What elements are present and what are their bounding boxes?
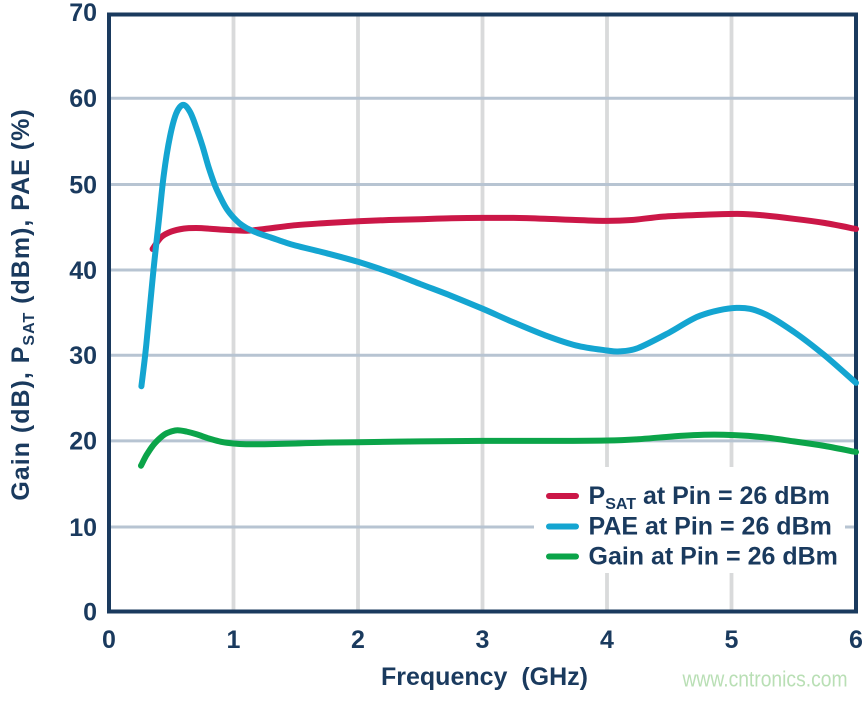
svg-text:Frequency (GHz): Frequency (GHz) bbox=[381, 663, 588, 691]
svg-text:40: 40 bbox=[69, 257, 97, 285]
svg-text:www.cntronics.com: www.cntronics.com bbox=[682, 667, 848, 692]
svg-text:Gain (dB), PSAT (dBm), PAE (%): Gain (dB), PSAT (dBm), PAE (%) bbox=[7, 108, 38, 500]
svg-text:Gain at Pin = 26 dBm: Gain at Pin = 26 dBm bbox=[589, 543, 838, 571]
svg-text:5: 5 bbox=[725, 626, 739, 654]
svg-text:6: 6 bbox=[849, 626, 863, 654]
svg-text:70: 70 bbox=[69, 0, 97, 27]
svg-text:0: 0 bbox=[83, 598, 97, 626]
svg-text:1: 1 bbox=[227, 626, 241, 654]
svg-text:4: 4 bbox=[600, 626, 614, 654]
svg-text:30: 30 bbox=[69, 342, 97, 370]
svg-text:3: 3 bbox=[476, 626, 490, 654]
svg-text:2: 2 bbox=[351, 626, 365, 654]
svg-text:PAE at Pin = 26 dBm: PAE at Pin = 26 dBm bbox=[589, 512, 832, 540]
svg-text:20: 20 bbox=[69, 428, 97, 456]
svg-text:0: 0 bbox=[102, 626, 116, 654]
svg-text:PSAT at Pin = 26 dBm: PSAT at Pin = 26 dBm bbox=[589, 482, 830, 513]
svg-text:50: 50 bbox=[69, 171, 97, 199]
svg-text:60: 60 bbox=[69, 85, 97, 113]
svg-text:10: 10 bbox=[69, 514, 97, 542]
